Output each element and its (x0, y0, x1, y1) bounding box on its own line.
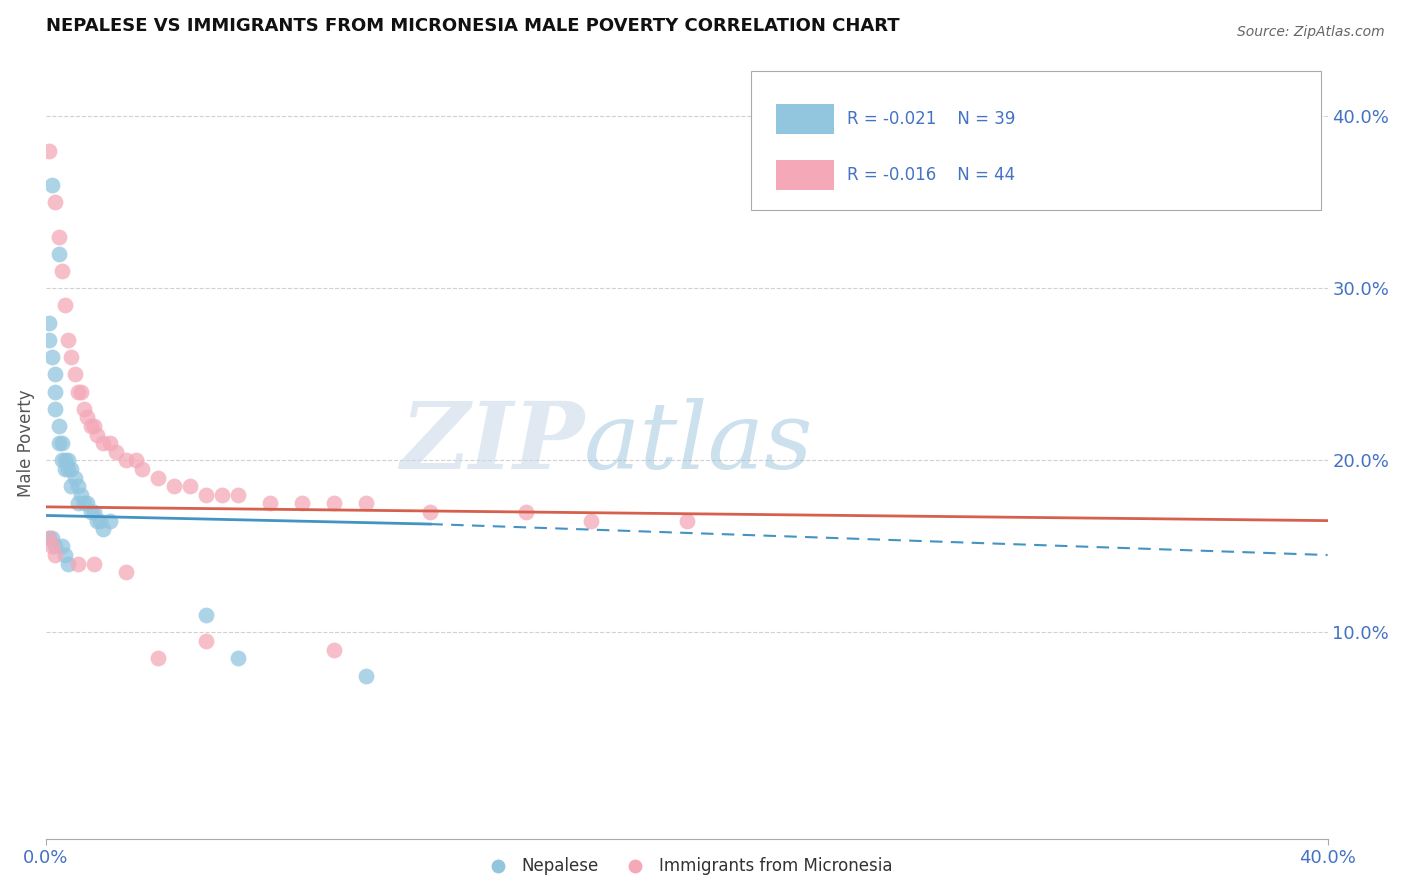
Point (38, 531, 60, 545)
Point (63, 368, 86, 382)
Point (44, 195, 66, 210)
Point (675, 514, 697, 528)
Text: R = -0.021    N = 39: R = -0.021 N = 39 (846, 111, 1015, 128)
Point (41, 178, 63, 192)
Point (53, 298, 76, 312)
Legend: Nepalese, Immigrants from Micronesia: Nepalese, Immigrants from Micronesia (475, 851, 898, 882)
Point (44, 540, 66, 554)
Point (579, 514, 602, 528)
Text: ZIP: ZIP (399, 398, 583, 488)
Point (44, 384, 66, 399)
Point (66, 557, 89, 571)
Point (44, 401, 66, 416)
Point (79, 505, 101, 519)
Point (58, 557, 80, 571)
Point (83, 557, 105, 571)
Point (354, 496, 377, 510)
Point (76, 496, 98, 510)
Point (58, 453, 80, 467)
Point (124, 453, 146, 467)
Point (66, 496, 89, 510)
Point (115, 453, 138, 467)
Point (60, 479, 83, 493)
Text: NEPALESE VS IMMIGRANTS FROM MICRONESIA MALE POVERTY CORRELATION CHART: NEPALESE VS IMMIGRANTS FROM MICRONESIA M… (46, 17, 900, 35)
Point (70, 384, 93, 399)
Point (115, 566, 138, 580)
Point (48, 436, 70, 450)
Point (86, 427, 108, 442)
Point (354, 668, 377, 682)
Point (419, 505, 441, 519)
Point (515, 505, 537, 519)
Point (41, 540, 63, 554)
Point (86, 514, 108, 528)
Bar (776, 160, 834, 190)
Point (83, 505, 105, 519)
Point (195, 634, 218, 648)
Point (226, 488, 249, 502)
Point (58, 462, 80, 476)
Point (53, 548, 76, 562)
Point (44, 548, 66, 562)
Point (98, 436, 121, 450)
Text: atlas: atlas (583, 398, 814, 488)
Point (211, 488, 233, 502)
Point (48, 247, 70, 261)
Point (70, 488, 93, 502)
Point (44, 368, 66, 382)
FancyBboxPatch shape (751, 71, 1322, 210)
Text: Source: ZipAtlas.com: Source: ZipAtlas.com (1237, 25, 1385, 39)
Point (58, 333, 80, 347)
Point (38, 531, 60, 545)
Point (76, 410, 98, 425)
Point (146, 651, 169, 665)
Point (51, 264, 73, 278)
Point (48, 419, 70, 434)
Point (66, 384, 89, 399)
Point (163, 479, 186, 493)
Point (291, 496, 314, 510)
Point (93, 522, 115, 536)
Y-axis label: Male Poverty: Male Poverty (17, 390, 35, 497)
Point (53, 453, 76, 467)
Point (79, 419, 101, 434)
Point (323, 496, 346, 510)
Point (38, 316, 60, 330)
Point (73, 496, 96, 510)
Point (66, 479, 89, 493)
Point (195, 488, 218, 502)
Point (51, 540, 73, 554)
Point (48, 229, 70, 244)
Point (83, 419, 105, 434)
Point (93, 436, 115, 450)
Point (53, 462, 76, 476)
Point (51, 436, 73, 450)
Point (73, 401, 96, 416)
Point (60, 462, 83, 476)
Text: R = -0.016    N = 44: R = -0.016 N = 44 (846, 166, 1015, 184)
Point (51, 453, 73, 467)
Point (38, 144, 60, 158)
Point (60, 350, 83, 364)
Point (63, 470, 86, 484)
Point (105, 444, 128, 458)
Point (41, 350, 63, 364)
Bar (776, 104, 834, 135)
Point (41, 531, 63, 545)
Point (226, 651, 249, 665)
Point (179, 479, 201, 493)
Point (38, 333, 60, 347)
Point (259, 496, 281, 510)
Point (195, 608, 218, 623)
Point (146, 470, 169, 484)
Point (131, 462, 153, 476)
Point (323, 642, 346, 657)
Point (89, 514, 111, 528)
Point (98, 514, 121, 528)
